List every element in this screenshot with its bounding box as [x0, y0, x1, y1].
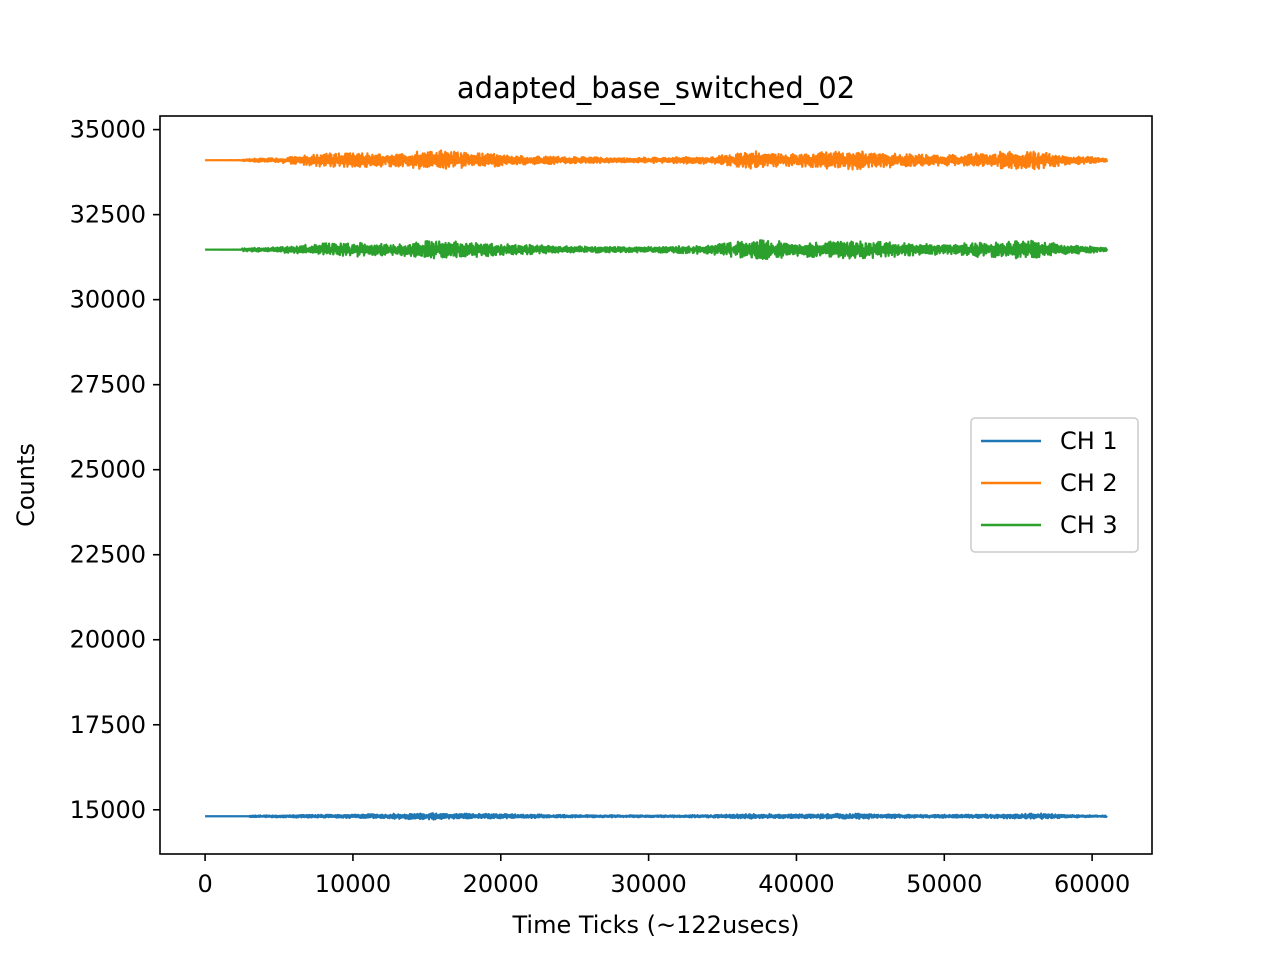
y-tick-label: 30000 [70, 286, 146, 314]
y-tick-label: 32500 [70, 201, 146, 229]
series-line-1 [204, 812, 1108, 821]
y-tick-label: 25000 [70, 456, 146, 484]
chart-title: adapted_base_switched_02 [457, 71, 855, 105]
x-tick-label: 20000 [463, 870, 539, 898]
legend-box [970, 417, 1139, 553]
legend-label: CH 1 [1060, 427, 1118, 455]
x-tick-label: 30000 [610, 870, 686, 898]
x-tick-label: 0 [197, 870, 212, 898]
legend-label: CH 3 [1060, 511, 1118, 539]
y-tick-label: 22500 [70, 541, 146, 569]
x-tick-label: 50000 [906, 870, 982, 898]
y-tick-label: 27500 [70, 371, 146, 399]
y-tick-label: 20000 [70, 626, 146, 654]
legend-label: CH 2 [1060, 469, 1118, 497]
series-line-3 [204, 239, 1108, 261]
x-tick-label: 40000 [758, 870, 834, 898]
y-tick-label: 35000 [70, 116, 146, 144]
y-tick-label: 15000 [70, 796, 146, 824]
x-axis-ticks: 0 10000 20000 30000 40000 50000 60000 [197, 854, 1130, 898]
x-tick-label: 60000 [1054, 870, 1130, 898]
plot-frame [159, 115, 1153, 855]
legend: CH 1 CH 2 CH 3 [970, 417, 1139, 553]
x-axis-label: Time Ticks (~122usecs) [511, 911, 799, 939]
y-axis-ticks: 15000 17500 20000 22500 25000 27500 30000 32500… [70, 116, 160, 824]
series-line-2 [204, 149, 1108, 171]
y-tick-label: 17500 [70, 711, 146, 739]
plot-lines [204, 149, 1108, 821]
x-tick-label: 10000 [315, 870, 391, 898]
y-axis-label: Counts [12, 443, 40, 527]
